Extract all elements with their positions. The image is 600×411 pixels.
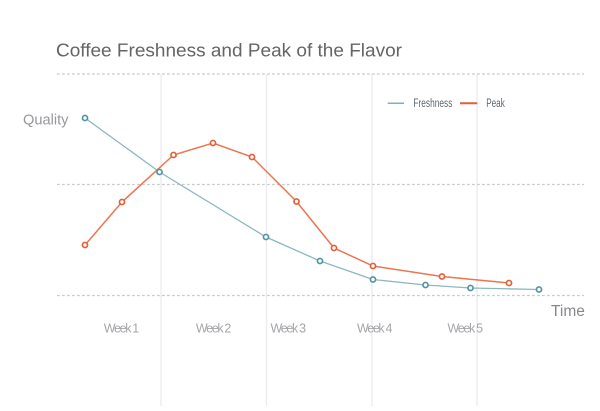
svg-text:Week 1: Week 1 (104, 321, 140, 335)
svg-text:Week 4: Week 4 (357, 321, 393, 335)
svg-text:Time: Time (551, 303, 585, 320)
svg-text:Peak: Peak (486, 98, 505, 110)
svg-text:Week 3: Week 3 (271, 321, 307, 335)
svg-text:Coffee Freshness and Peak of t: Coffee Freshness and Peak of the Flavor (56, 40, 402, 61)
svg-text:Freshness: Freshness (413, 98, 452, 110)
svg-text:Week 2: Week 2 (196, 321, 232, 335)
svg-text:Quality: Quality (23, 112, 69, 128)
svg-text:Week 5: Week 5 (448, 321, 484, 335)
